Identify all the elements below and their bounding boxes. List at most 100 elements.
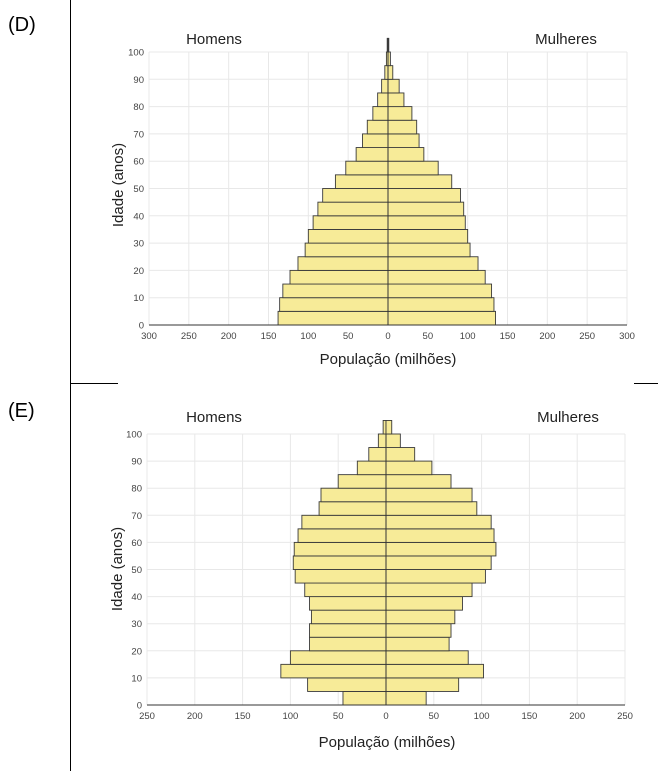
chart-d-bar-homens: [334, 174, 389, 189]
chart-d-bar-mulheres: [387, 269, 486, 285]
chart-e-bar-mulheres: [385, 433, 401, 449]
chart-d-bar-mulheres: [387, 65, 394, 80]
chart-e-left-label: Homens: [186, 409, 242, 426]
chart-e-ytick-label: 0: [137, 701, 142, 712]
chart-e-ylabel: Idade (anos): [109, 527, 126, 611]
chart-d-bar-mulheres: [387, 283, 493, 299]
chart-e-xtick-label: 250: [617, 711, 633, 722]
pyramid-chart-d: 300 250 200 150 100 50 0 50 100 150 200 250 30001020…: [110, 31, 635, 368]
chart-d-bar-mulheres: [387, 37, 390, 53]
chart-d-bar-homens: [304, 242, 389, 258]
chart-d-bar-mulheres: [387, 147, 425, 162]
chart-d-ytick-label: 100: [128, 48, 144, 59]
chart-e-bar-mulheres: [385, 487, 473, 503]
chart-e-bar-homens: [294, 569, 387, 584]
row-divider-left: [70, 383, 118, 384]
chart-d-ytick-label: 10: [133, 293, 144, 304]
chart-d-bar-homens: [381, 78, 389, 94]
chart-e-bar-homens: [309, 596, 387, 611]
chart-d-bar-mulheres: [387, 174, 453, 189]
chart-e-bar-mulheres: [385, 528, 495, 543]
chart-e-ytick-label: 90: [131, 457, 142, 468]
chart-e-bar-homens: [368, 447, 387, 462]
chart-e-bar-mulheres: [385, 420, 393, 435]
chart-d-xtick-label: 100: [460, 331, 476, 342]
chart-d-bar-homens: [372, 106, 389, 121]
chart-d-bar-mulheres: [387, 119, 418, 135]
chart-e-bar-homens: [301, 514, 387, 530]
row-divider-right: [634, 383, 658, 384]
chart-e-xtick-label: 50: [333, 711, 344, 722]
chart-e-bar-homens: [318, 501, 387, 516]
chart-e-bar-mulheres: [385, 541, 497, 557]
chart-e-bar-homens: [309, 623, 387, 638]
chart-d-ytick-label: 40: [133, 211, 144, 222]
chart-e-bar-mulheres: [385, 636, 450, 652]
chart-e-right-label: Mulheres: [537, 409, 599, 426]
chart-e-ytick-label: 10: [131, 673, 142, 684]
chart-d-ytick-label: 20: [133, 266, 144, 277]
chart-e-xtick-label: 200: [187, 711, 203, 722]
chart-e-bar-mulheres: [385, 582, 473, 598]
chart-d-ytick-label: 0: [139, 321, 144, 332]
chart-d-bar-homens: [362, 133, 389, 148]
chart-d-ylabel: Idade (anos): [110, 143, 127, 227]
chart-d-bar-mulheres: [387, 160, 439, 176]
chart-d-xlabel: População (milhões): [320, 351, 457, 368]
chart-e-bar-mulheres: [385, 691, 427, 706]
chart-e-bar-mulheres: [385, 677, 460, 692]
chart-d-bar-mulheres: [387, 201, 465, 217]
chart-e-bar-mulheres: [385, 623, 452, 638]
chart-e-bar-homens: [280, 663, 387, 679]
panel-label-e: (E): [8, 400, 35, 422]
chart-e-ytick-label: 80: [131, 484, 142, 495]
chart-d-bar-homens: [345, 160, 389, 176]
pyramid-chart-e: 250 200 150 100 50 0 50 100 150 200 25001020304050…: [109, 409, 633, 751]
chart-d-bar-homens: [355, 147, 389, 162]
chart-e-ytick-label: 60: [131, 538, 142, 549]
chart-e-xtick-label: 150: [521, 711, 537, 722]
chart-e-bar-homens: [356, 460, 387, 476]
chart-e-bar-mulheres: [385, 609, 456, 625]
chart-e-bar-mulheres: [385, 555, 492, 570]
chart-e-xtick-label: 50: [429, 711, 440, 722]
chart-e-bar-mulheres: [385, 474, 452, 489]
chart-d-ytick-label: 80: [133, 102, 144, 113]
chart-e-bar-homens: [377, 433, 387, 449]
chart-e-ytick-label: 20: [131, 646, 142, 657]
chart-e-xtick-label: 250: [139, 711, 155, 722]
chart-d-bar-mulheres: [387, 92, 405, 108]
chart-d-bar-homens: [289, 269, 389, 285]
chart-e-bar-mulheres: [385, 663, 484, 679]
chart-d-xtick-label: 150: [500, 331, 516, 342]
chart-e-xtick-label: 200: [569, 711, 585, 722]
chart-d-xtick-label: 300: [141, 331, 157, 342]
chart-e-bar-homens: [297, 528, 387, 543]
chart-d-xtick-label: 300: [619, 331, 635, 342]
chart-e-bar-homens: [320, 487, 387, 503]
chart-e-bar-homens: [337, 474, 387, 489]
chart-e-bar-homens: [304, 582, 387, 598]
chart-d-bar-homens: [279, 297, 389, 312]
chart-d-ytick-label: 60: [133, 157, 144, 168]
chart-e-ytick-label: 100: [126, 430, 142, 441]
chart-d-ytick-label: 50: [133, 184, 144, 195]
chart-d-xtick-label: 50: [343, 331, 354, 342]
chart-d-xtick-label: 250: [181, 331, 197, 342]
chart-d-ytick-label: 30: [133, 239, 144, 250]
chart-d-xtick-label: 0: [385, 331, 390, 342]
chart-d-bar-mulheres: [387, 310, 497, 326]
chart-d-ytick-label: 70: [133, 129, 144, 140]
chart-d-xtick-label: 200: [539, 331, 555, 342]
chart-e-bar-homens: [289, 650, 387, 665]
chart-d-bar-homens: [312, 215, 389, 230]
chart-d-bar-mulheres: [387, 106, 413, 121]
chart-d-xtick-label: 100: [300, 331, 316, 342]
chart-d-bar-homens: [282, 283, 389, 299]
chart-d-bar-mulheres: [387, 133, 420, 148]
chart-e-bar-homens: [292, 555, 387, 570]
chart-d-bar-mulheres: [387, 78, 400, 94]
chart-d-left-label: Homens: [186, 31, 242, 48]
chart-e-ytick-label: 70: [131, 511, 142, 522]
panel-label-d: (D): [8, 14, 36, 36]
